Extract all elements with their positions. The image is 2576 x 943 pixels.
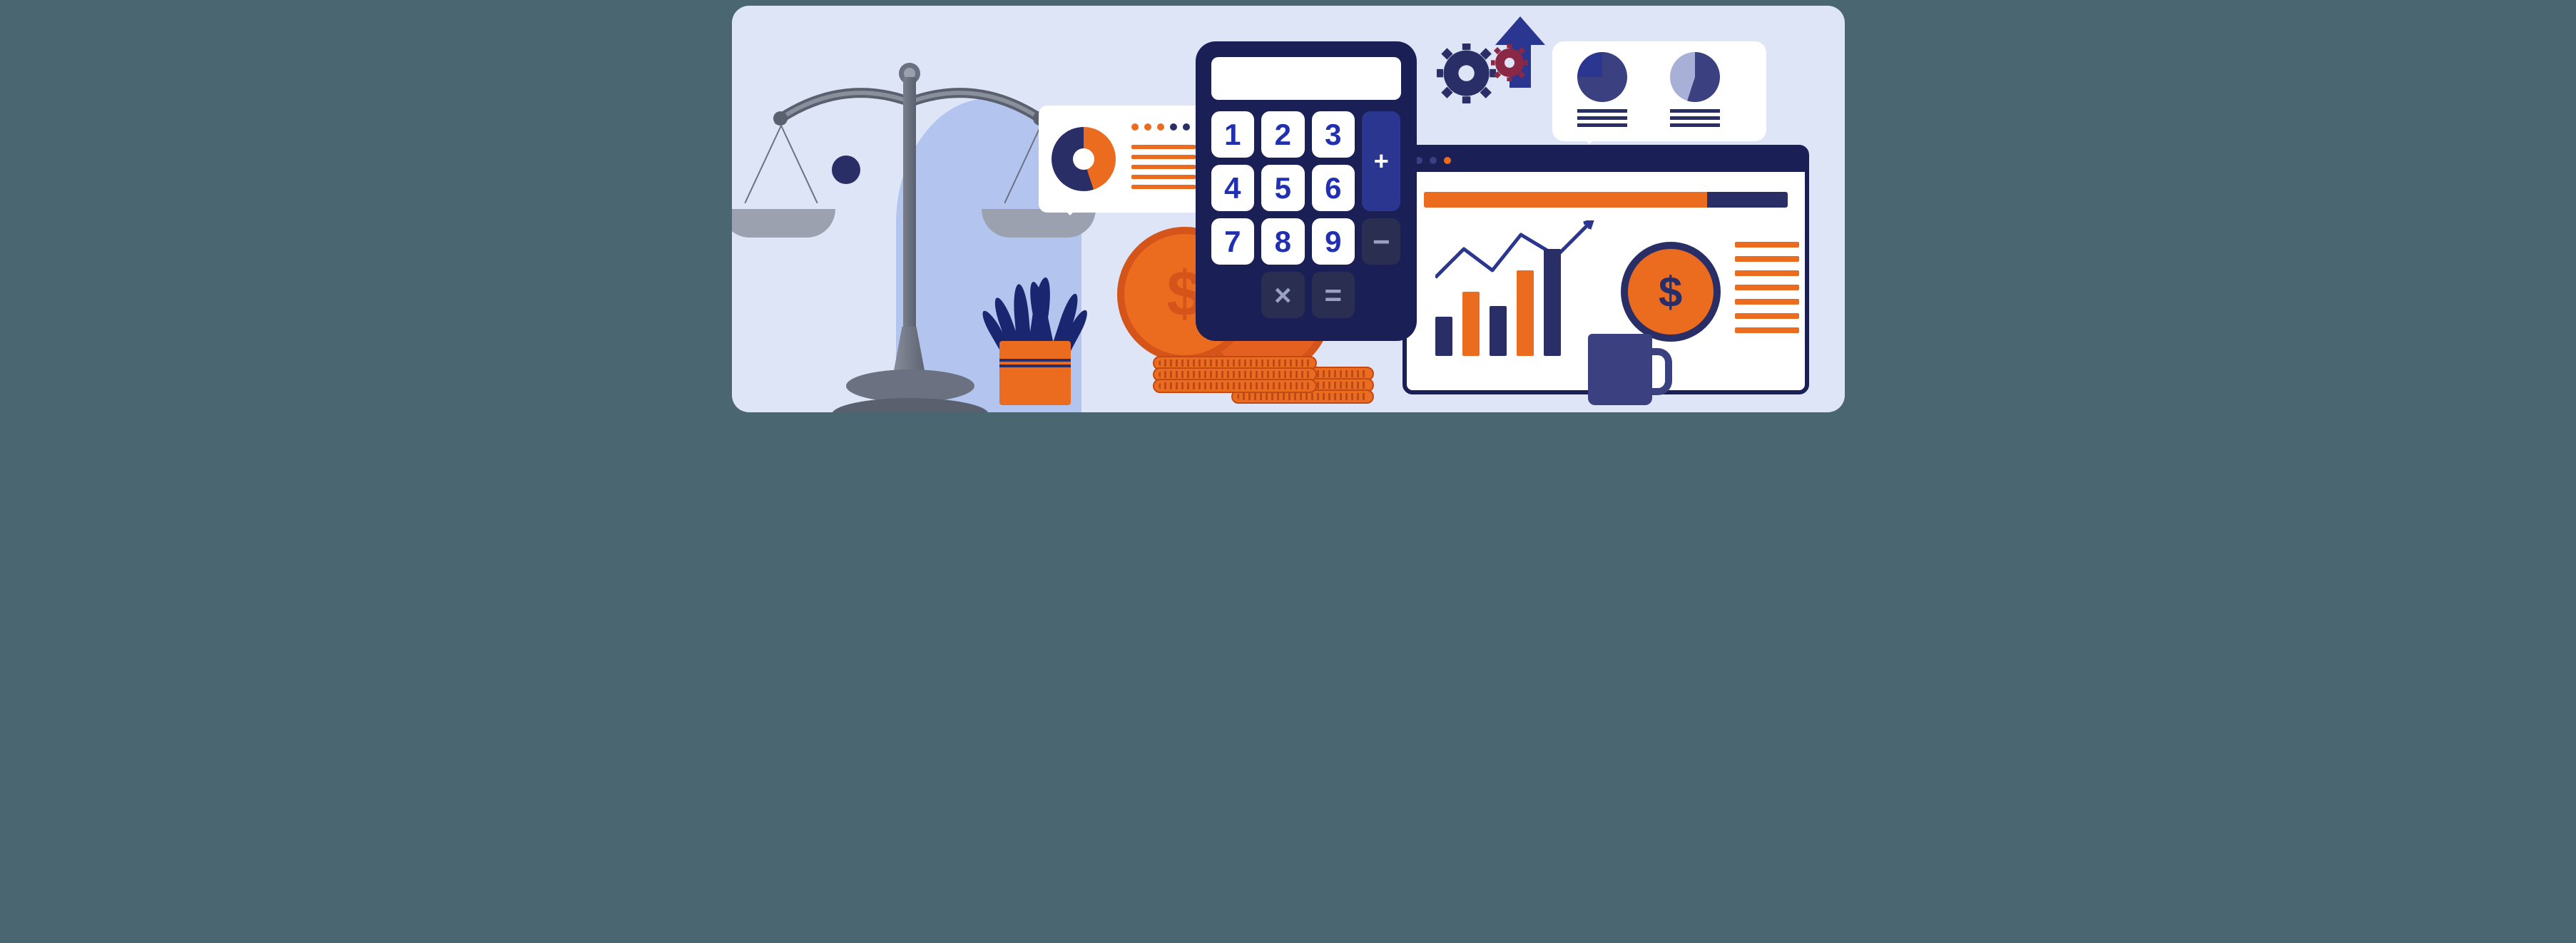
donut-chart (1052, 127, 1116, 191)
text-lines (1131, 145, 1196, 195)
legend-dots (1131, 123, 1190, 131)
calc-key-3: 3 (1312, 111, 1355, 158)
calc-key-7: 7 (1211, 218, 1255, 265)
calc-key-plus: + (1362, 111, 1400, 211)
browser-titlebar (1407, 149, 1805, 172)
calc-key-6: 6 (1312, 165, 1355, 211)
text-lines (1735, 242, 1799, 342)
calc-key-5: 5 (1261, 165, 1305, 211)
coffee-mug (1588, 334, 1652, 405)
pie-chart-2 (1670, 52, 1720, 102)
calculator-screen (1211, 57, 1401, 100)
dollar-sign: $ (1659, 267, 1682, 317)
calc-key-times: × (1261, 272, 1305, 318)
calc-key-8: 8 (1261, 218, 1305, 265)
progress-bar (1424, 192, 1788, 208)
coin-badge: $ (1621, 242, 1721, 342)
calc-key-4: 4 (1211, 165, 1255, 211)
pie-chart-1 (1577, 52, 1627, 102)
pie-charts-bubble (1552, 41, 1766, 141)
calc-key-9: 9 (1312, 218, 1355, 265)
accent-dot (832, 156, 860, 184)
bar-chart (1435, 235, 1592, 356)
calculator: 123+456 789− ×= (1196, 41, 1417, 341)
potted-plant (989, 270, 1081, 412)
coin-stack-front (1153, 359, 1317, 393)
text-lines (1670, 109, 1720, 131)
calc-key-2: 2 (1261, 111, 1305, 158)
calc-key-1: 1 (1211, 111, 1255, 158)
donut-chart-bubble (1039, 106, 1210, 213)
gear-icon (1437, 44, 1496, 103)
gear-icon (1491, 44, 1528, 81)
text-lines (1577, 109, 1627, 131)
infographic-canvas: $ $ 123+456789−×= $ (732, 6, 1845, 412)
calc-key-equals: = (1312, 272, 1355, 318)
calc-key-minus: − (1362, 218, 1400, 265)
